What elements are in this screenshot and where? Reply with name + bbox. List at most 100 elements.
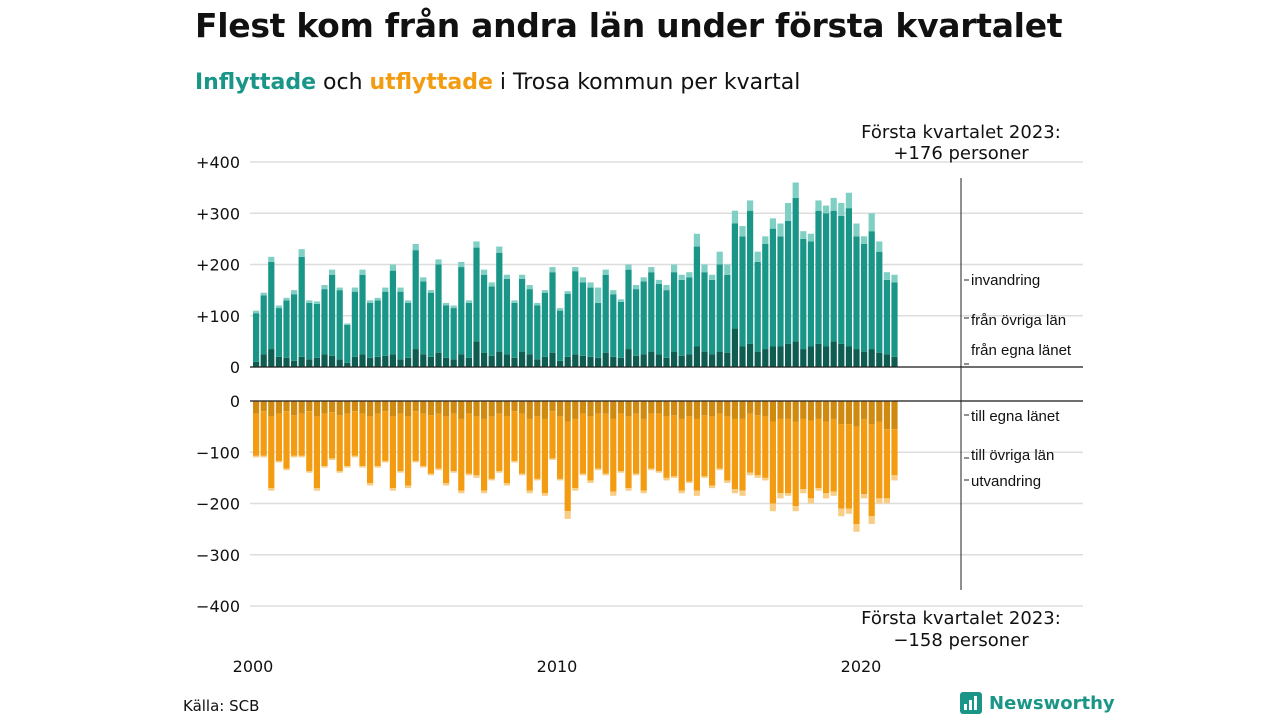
bar-out-egna (283, 401, 290, 412)
bar-out-utvandring (625, 488, 632, 491)
bar-in-ovriga (503, 278, 510, 355)
bar-in-invandring (747, 200, 754, 211)
bar-in-ovriga (443, 305, 450, 358)
bar-out-utvandring (351, 455, 358, 458)
bar-in-egna (564, 356, 571, 367)
bar-out-ovriga (291, 415, 298, 456)
bar-in-invandring (830, 197, 837, 211)
callout-out-title: Första kvartalet 2023: (861, 608, 1061, 629)
bar-in-egna (731, 328, 738, 367)
bar-in-egna (557, 360, 564, 367)
newsworthy-brand[interactable]: Newsworthy (960, 692, 1115, 714)
bar-out-egna (845, 401, 852, 425)
bar-out-utvandring (420, 466, 427, 468)
bar-in-invandring (579, 277, 586, 283)
bar-in-invandring (633, 285, 640, 290)
bar-in-ovriga (291, 294, 298, 361)
bar-in-ovriga (693, 246, 700, 347)
bar-out-utvandring (792, 506, 799, 512)
bar-out-ovriga (572, 418, 579, 489)
bar-out-utvandring (754, 475, 761, 478)
bar-out-ovriga (807, 420, 814, 499)
bar-out-ovriga (557, 416, 564, 479)
bar-out-egna (450, 401, 457, 414)
bar-in-invandring (374, 297, 381, 301)
bar-out-utvandring (336, 471, 343, 473)
bar-out-egna (344, 401, 351, 414)
bar-in-invandring (541, 290, 548, 293)
bar-in-ovriga (807, 241, 814, 347)
bar-in-invandring (359, 269, 366, 275)
bar-out-utvandring (883, 498, 890, 504)
bar-in-egna (465, 357, 472, 367)
bar-out-ovriga (344, 413, 351, 467)
bar-in-ovriga (838, 215, 845, 344)
bar-out-egna (838, 401, 845, 425)
bar-in-egna (511, 357, 518, 367)
bar-out-utvandring (275, 460, 282, 463)
bar-in-egna (709, 354, 716, 367)
bar-in-egna (724, 352, 731, 367)
bar-in-invandring (785, 203, 792, 221)
bar-in-egna (549, 352, 556, 367)
bar-in-invandring (458, 261, 465, 268)
bar-out-ovriga (709, 416, 716, 486)
bar-in-ovriga (374, 300, 381, 357)
bar-in-ovriga (595, 302, 602, 358)
bar-in-ovriga (891, 282, 898, 357)
bar-out-utvandring (739, 490, 746, 496)
bar-in-invandring (640, 277, 647, 282)
bar-in-egna (435, 352, 442, 367)
bar-in-invandring (671, 264, 678, 273)
bar-in-invandring (876, 241, 883, 252)
bar-in-invandring (762, 236, 769, 244)
bar-in-egna (792, 341, 799, 367)
bar-out-utvandring (617, 471, 624, 473)
bar-out-utvandring (595, 468, 602, 471)
bar-in-ovriga (336, 290, 343, 360)
bar-out-utvandring (321, 466, 328, 468)
bar-in-ovriga (458, 267, 465, 355)
bar-in-ovriga (564, 293, 571, 357)
bar-in-egna (443, 357, 450, 367)
bar-out-ovriga (534, 416, 541, 479)
bar-in-egna (329, 355, 336, 367)
bar-in-ovriga (260, 295, 267, 355)
bar-out-utvandring (534, 478, 541, 481)
bar-in-invandring (861, 236, 868, 244)
bar-out-ovriga (275, 413, 282, 461)
bar-out-ovriga (526, 418, 533, 491)
bar-out-ovriga (298, 413, 305, 456)
bar-out-utvandring (344, 466, 351, 468)
bar-out-egna (876, 401, 883, 422)
bar-in-egna (868, 349, 875, 367)
label-till-ovriga-lan: till övriga län (971, 447, 1054, 464)
bar-in-ovriga (876, 251, 883, 353)
bar-out-utvandring (845, 508, 852, 514)
bar-out-egna (625, 401, 632, 417)
bar-in-invandring (389, 264, 396, 271)
bar-out-ovriga (868, 424, 875, 517)
bar-in-ovriga (648, 272, 655, 352)
bar-in-invandring (412, 244, 419, 251)
bar-in-invandring (602, 269, 609, 275)
bar-out-ovriga (830, 418, 837, 492)
bar-out-egna (526, 401, 533, 419)
bar-out-ovriga (602, 413, 609, 474)
bar-in-egna (496, 351, 503, 367)
bar-in-ovriga (792, 197, 799, 342)
bar-out-ovriga (359, 413, 366, 467)
bar-in-ovriga (883, 279, 890, 355)
bar-in-invandring (678, 274, 685, 280)
bar-in-egna (617, 357, 624, 367)
bar-out-ovriga (777, 418, 784, 494)
bar-in-ovriga (496, 252, 503, 352)
bar-in-egna (503, 354, 510, 367)
bar-in-egna (648, 351, 655, 367)
bar-in-ovriga (412, 250, 419, 350)
bar-out-ovriga (450, 413, 457, 472)
bar-out-utvandring (412, 460, 419, 463)
bar-in-ovriga (557, 310, 564, 361)
x-tick-label: 2010 (537, 657, 578, 676)
bar-in-invandring (701, 264, 708, 273)
